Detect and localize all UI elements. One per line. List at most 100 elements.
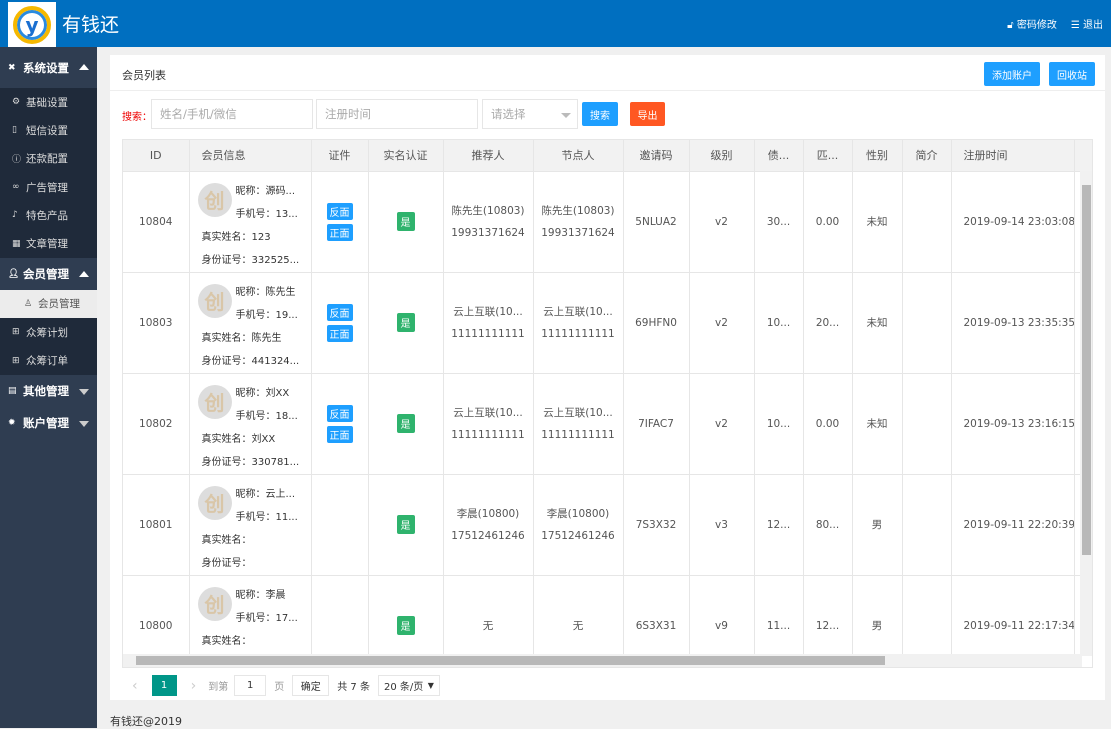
id-back-button[interactable]: 反面: [326, 404, 353, 422]
page-1-button[interactable]: 1: [151, 675, 177, 696]
cell-referrer: 李晨(10800) 17512461246: [443, 474, 534, 576]
referrer-name: 无: [482, 619, 494, 632]
vertical-scrollbar[interactable]: [1080, 171, 1092, 656]
change-password-link[interactable]: 🔓︎ 密码修改: [1007, 20, 1057, 31]
id-front-button[interactable]: 正面: [326, 425, 353, 443]
verified-badge: 是: [396, 212, 415, 231]
verified-badge: 是: [396, 414, 415, 433]
idcard: 441324...: [251, 355, 300, 367]
logo: y: [8, 2, 56, 47]
sidebar-item-crowdfunding-plan[interactable]: ⊞ 众筹计划: [12, 326, 68, 339]
export-button[interactable]: 导出: [630, 102, 665, 126]
cell-level: v3: [689, 474, 755, 576]
column-header: 证件: [311, 140, 369, 172]
id-back-button[interactable]: 反面: [326, 202, 353, 220]
user-icon: ♙: [24, 298, 33, 309]
cell-register-time: 2019-09-13 23:35:35: [951, 272, 1075, 374]
next-page-button[interactable]: ›: [190, 677, 197, 694]
sidebar-item-repayment-config[interactable]: ⓘ 还款配置: [12, 153, 68, 166]
cell-node: 陈先生(10803) 19931371624: [533, 171, 624, 273]
debt: 10...: [766, 316, 791, 329]
tools-icon: ✖: [8, 62, 16, 73]
search-button[interactable]: 搜索: [582, 102, 618, 126]
realname: 123: [251, 231, 271, 243]
column-header: 注册时间: [951, 140, 1075, 172]
referrer-name: 李晨(10800): [456, 507, 520, 520]
cell-id: 10801: [123, 474, 190, 576]
recycle-bin-button[interactable]: 回收站: [1049, 62, 1095, 86]
chevron-down-icon: [79, 420, 89, 427]
sidebar-section-other[interactable]: ▤ 其他管理: [0, 375, 97, 407]
cell-node: 云上互联(10... 11111111111: [533, 373, 624, 475]
cell-verified: 是: [368, 575, 444, 667]
referrer-phone: 17512461246: [451, 529, 525, 542]
sidebar-item-basic-settings[interactable]: ⚙ 基础设置: [12, 96, 68, 109]
sidebar-item-featured-products[interactable]: ♪ 特色产品: [12, 209, 68, 222]
cell-level: v2: [689, 171, 755, 273]
prev-page-button[interactable]: ‹: [132, 677, 138, 694]
cell-invite-code: 7S3X32: [623, 474, 690, 576]
level: v2: [715, 316, 728, 329]
register-time: 2019-09-13 23:35:35: [963, 316, 1074, 329]
node-phone: 19931371624: [541, 226, 615, 239]
sidebar-item-crowdfunding-orders[interactable]: ⊞ 众筹订单: [12, 355, 68, 368]
register-time: 2019-09-14 23:03:08: [963, 215, 1074, 228]
pagination: ‹ 1 › 到第 1 页 确定 共 7 条 20 条/页 ▼: [132, 675, 440, 696]
search-label: 搜索：: [122, 112, 152, 123]
page-size-select[interactable]: 20 条/页 ▼: [377, 675, 440, 696]
invite-code: 5NLUA2: [635, 215, 677, 228]
referrer-name: 云上互联(10...: [453, 406, 523, 419]
register-date-input[interactable]: 注册时间: [316, 99, 478, 129]
cell-invite-code: 5NLUA2: [623, 171, 690, 273]
app-title: 有钱还: [62, 14, 120, 36]
sidebar-item-ad-management[interactable]: ∞ 广告管理: [12, 181, 68, 194]
chevron-up-icon: [79, 270, 89, 277]
logout-link[interactable]: ☰ 退出: [1070, 20, 1103, 31]
goto-page-input[interactable]: 1: [234, 675, 267, 696]
sidebar-section-system[interactable]: ✖ 系统设置: [0, 47, 97, 88]
cell-debt: 30...: [754, 171, 804, 273]
member-id: 10804: [139, 215, 173, 228]
nickname: 云上...: [265, 488, 296, 500]
cell-intro: [902, 272, 952, 374]
id-back-button[interactable]: 反面: [326, 303, 353, 321]
sidebar-item-articles[interactable]: ▦ 文章管理: [12, 238, 68, 251]
phone-label: 手机号：: [235, 612, 276, 624]
horizontal-scrollbar[interactable]: [123, 654, 1082, 667]
sidebar-section-members[interactable]: 👤︎ 会员管理: [0, 258, 97, 290]
idcard: 330781...: [251, 456, 300, 468]
realname: 刘XX: [251, 433, 276, 445]
column-header: 级别: [689, 140, 755, 172]
cell-invite-code: 7IFAC7: [623, 373, 690, 475]
referrer-phone: 19931371624: [451, 226, 525, 239]
member-id: 10801: [139, 518, 173, 531]
node-phone: 11111111111: [541, 428, 615, 441]
sidebar-item-sms-settings[interactable]: ▯ 短信设置: [12, 124, 68, 137]
id-front-button[interactable]: 正面: [326, 324, 353, 342]
cell-node: 无: [533, 575, 624, 667]
idcard: 332525...: [251, 254, 300, 266]
scrollbar-thumb[interactable]: [1082, 185, 1091, 555]
verified-badge: 是: [396, 515, 415, 534]
column-header: 实名认证: [368, 140, 444, 172]
phone: 11...: [275, 511, 298, 523]
add-account-button[interactable]: 添加账户: [984, 62, 1040, 86]
filter-select[interactable]: 请选择: [482, 99, 578, 129]
phone-label: 手机号：: [235, 208, 276, 220]
nickname-label: 昵称：: [235, 387, 266, 399]
sidebar-section-accounts[interactable]: ✹ 账户管理: [0, 407, 97, 439]
verified-badge: 是: [396, 616, 415, 635]
id-front-button[interactable]: 正面: [326, 223, 353, 241]
cell-documents: [311, 474, 369, 576]
sidebar-item-member-management[interactable]: ♙ 会员管理: [0, 289, 97, 319]
page-title: 会员列表: [122, 69, 166, 82]
node-phone: 11111111111: [541, 327, 615, 340]
cell-id: 10803: [123, 272, 190, 374]
cell-id: 10800: [123, 575, 190, 667]
grid-icon: ▦: [12, 238, 21, 249]
nickname: 刘XX: [265, 387, 290, 399]
cell-intro: [902, 171, 952, 273]
keyword-search-input[interactable]: 姓名/手机/微信: [151, 99, 313, 129]
goto-confirm-button[interactable]: 确定: [292, 675, 330, 696]
scrollbar-thumb[interactable]: [136, 656, 885, 665]
